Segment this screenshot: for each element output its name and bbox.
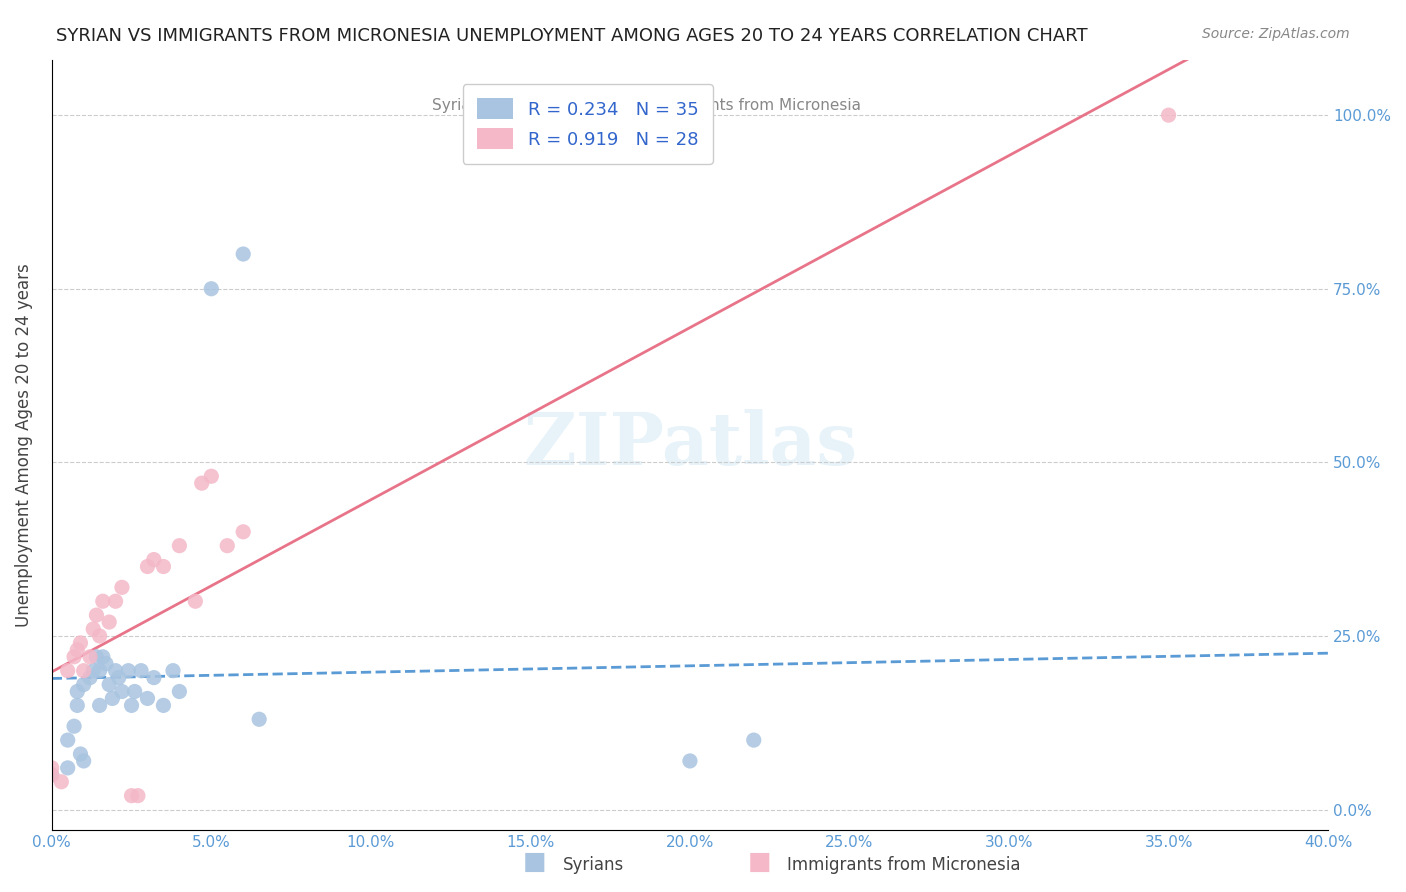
Text: Syrians: Syrians (562, 856, 624, 874)
Point (69, 747, 91, 761)
Point (104, 594, 127, 608)
Point (41, 768, 63, 782)
Point (73, 677, 96, 691)
Point (142, 671, 165, 685)
Point (124, 684, 146, 698)
Y-axis label: Unemployment Among Ages 20 to 24 years: Unemployment Among Ages 20 to 24 years (15, 263, 32, 627)
Text: Immigrants from Micronesia: Immigrants from Micronesia (787, 856, 1021, 874)
Point (73, 754, 96, 768)
Point (63, 649, 86, 664)
Point (98, 677, 121, 691)
Point (73, 664, 96, 678)
Point (247, 712, 270, 726)
Point (66, 698, 89, 713)
Point (79, 649, 101, 664)
Point (742, 733, 765, 747)
Point (127, 789, 149, 803)
Point (190, 476, 212, 491)
Point (107, 671, 129, 685)
Text: Syrians: Syrians (432, 98, 488, 112)
Point (56, 664, 79, 678)
Point (121, 789, 143, 803)
Point (169, 539, 191, 553)
Point (152, 559, 174, 574)
Point (69, 636, 91, 650)
Point (82, 622, 104, 636)
Point (152, 698, 174, 713)
Point (89, 664, 111, 678)
Point (89, 629, 111, 643)
Point (86, 649, 108, 664)
Text: ZIPatlas: ZIPatlas (523, 409, 858, 481)
Point (217, 539, 239, 553)
Text: ■: ■ (748, 850, 770, 874)
Point (1157, 108, 1180, 122)
Point (104, 664, 127, 678)
Point (117, 664, 139, 678)
Point (111, 684, 134, 698)
Point (184, 594, 207, 608)
Text: Source: ZipAtlas.com: Source: ZipAtlas.com (1202, 27, 1350, 41)
Text: ■: ■ (523, 850, 546, 874)
Point (41, 768, 63, 782)
Point (66, 684, 89, 698)
Point (91, 594, 114, 608)
Point (51, 774, 73, 789)
Point (66, 643, 89, 657)
Point (63, 719, 86, 733)
Point (56, 733, 79, 747)
Point (129, 664, 152, 678)
Point (91, 649, 114, 664)
Point (56, 761, 79, 775)
Point (89, 698, 111, 713)
Point (111, 580, 134, 594)
Point (679, 754, 702, 768)
Point (94, 657, 117, 671)
Point (200, 282, 222, 296)
Point (169, 684, 191, 698)
Point (136, 691, 159, 706)
Point (200, 469, 222, 483)
Point (162, 664, 184, 678)
Point (82, 664, 104, 678)
Point (232, 524, 254, 539)
Point (142, 552, 165, 566)
Text: Immigrants from Micronesia: Immigrants from Micronesia (647, 98, 862, 112)
Point (41, 761, 63, 775)
Point (98, 615, 121, 629)
Point (79, 671, 101, 685)
Text: SYRIAN VS IMMIGRANTS FROM MICRONESIA UNEMPLOYMENT AMONG AGES 20 TO 24 YEARS CORR: SYRIAN VS IMMIGRANTS FROM MICRONESIA UNE… (56, 27, 1088, 45)
Point (86, 608, 108, 623)
Point (136, 559, 159, 574)
Point (232, 247, 254, 261)
Point (101, 691, 124, 706)
Point (121, 698, 143, 713)
Legend: R = 0.234   N = 35, R = 0.919   N = 28: R = 0.234 N = 35, R = 0.919 N = 28 (463, 84, 713, 163)
